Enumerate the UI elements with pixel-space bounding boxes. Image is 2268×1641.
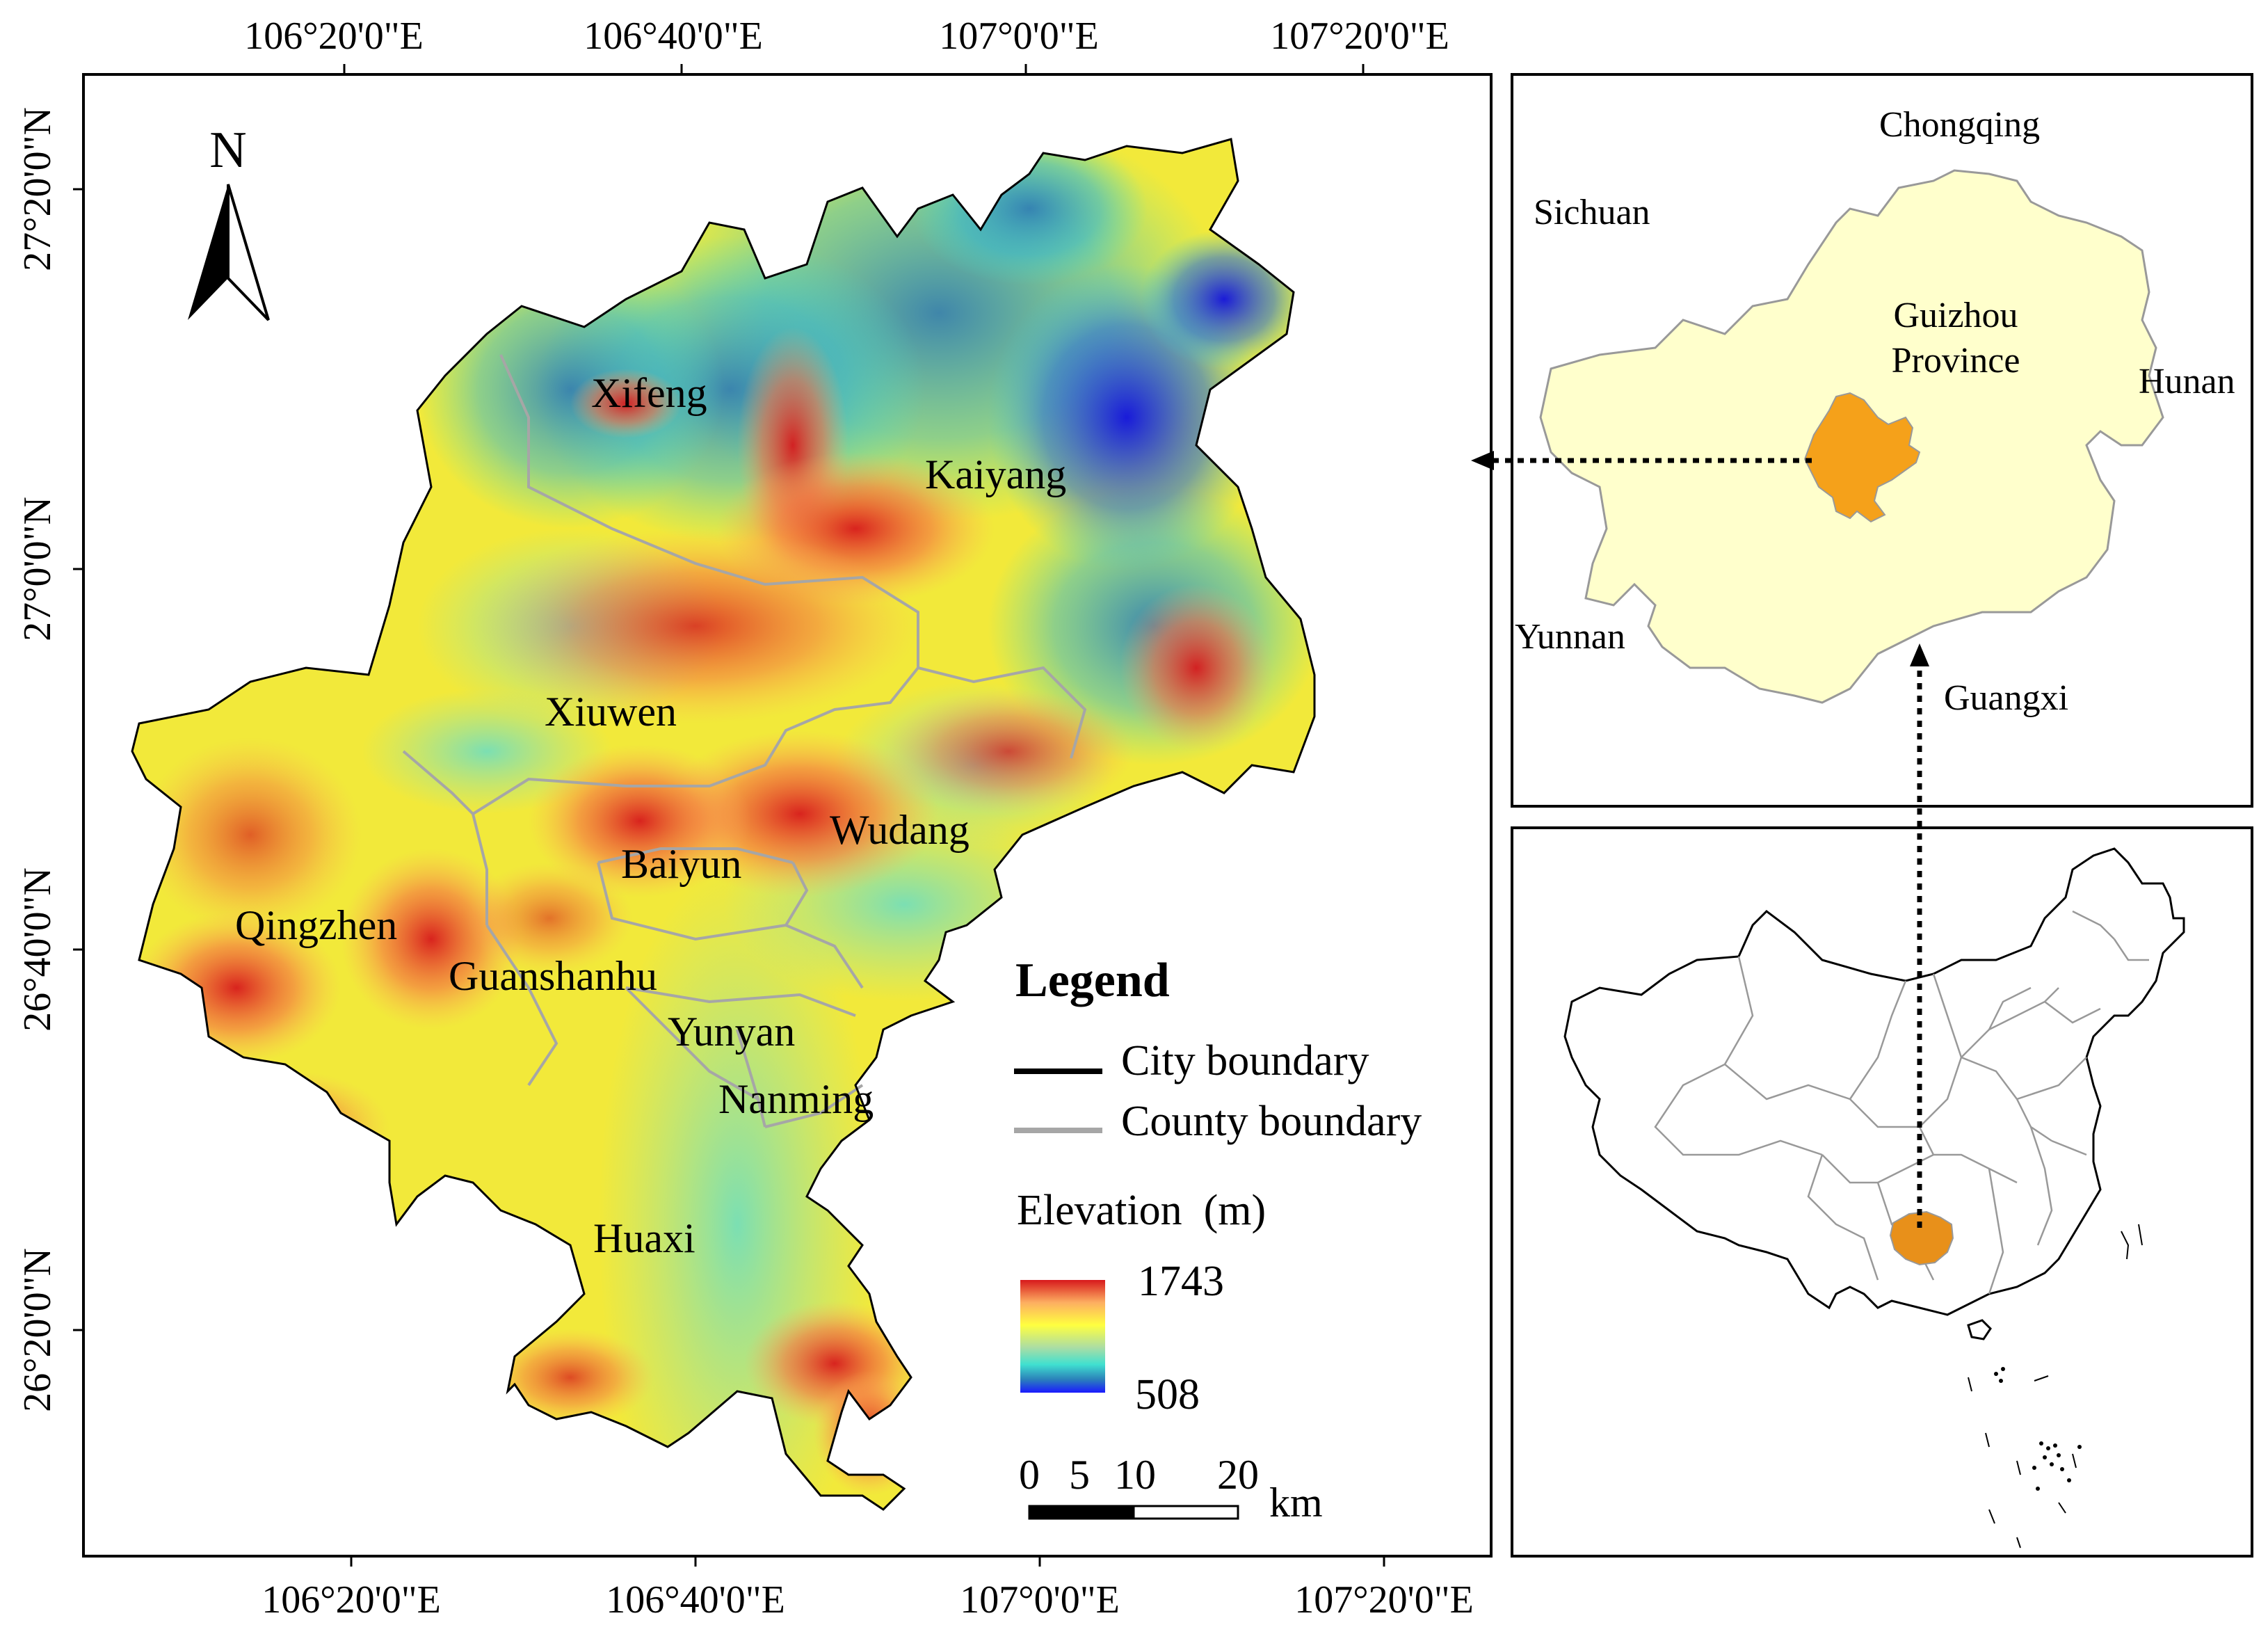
scale-label-20: 20 xyxy=(1217,1452,1259,1498)
county-boundaries xyxy=(402,354,1087,1128)
guizhou-highlight-china xyxy=(1889,1210,1954,1266)
label-yunnan: Yunnan xyxy=(1515,617,1625,657)
lat-label-2: 27°0'0"N xyxy=(16,497,59,641)
legend-elevation-max: 1743 xyxy=(1138,1258,1224,1305)
china-inset-frame xyxy=(1511,826,2253,1558)
label-baiyun: Baiyun xyxy=(621,841,741,887)
hainan-island xyxy=(1967,1319,1992,1340)
label-guizhou: Guizhou xyxy=(1893,296,2018,335)
province-inset-labels: Chongqing Sichuan Guizhou Province Hunan… xyxy=(1515,105,2235,718)
bottom-lon-label-2: 106°40'0"E xyxy=(606,1578,785,1622)
north-arrow-label: N xyxy=(209,122,246,179)
inset-connector-up xyxy=(1910,643,1929,1228)
top-lon-label-4: 107°20'0"E xyxy=(1270,15,1449,58)
arrow-left-icon xyxy=(1471,451,1494,470)
top-lon-label-2: 106°40'0"E xyxy=(584,15,763,58)
place-labels: Xifeng Kaiyang Xiuwen Wudang Baiyun Qing… xyxy=(235,370,1066,1261)
lat-label-1: 27°20'0"N xyxy=(16,107,59,271)
lat-label-4: 26°20'0"N xyxy=(16,1248,59,1412)
scale-label-10: 10 xyxy=(1114,1452,1156,1498)
guiyang-highlight-province xyxy=(1803,392,1921,523)
label-guangxi: Guangxi xyxy=(1944,678,2068,718)
label-guanshanhu: Guanshanhu xyxy=(449,953,657,999)
legend-elevation-title: Elevation (m) xyxy=(1017,1187,1266,1234)
top-lon-label-1: 106°20'0"E xyxy=(244,15,424,58)
city-outline xyxy=(131,138,1316,1511)
legend-title: Legend xyxy=(1015,954,1170,1007)
top-longitude-labels: 106°20'0"E 106°40'0"E 107°0'0"E 107°20'0… xyxy=(244,15,1449,58)
label-qingzhen: Qingzhen xyxy=(235,902,397,948)
label-nanming: Nanming xyxy=(718,1076,874,1122)
label-yunyan: Yunyan xyxy=(668,1009,795,1055)
lat-label-3: 26°40'0"N xyxy=(16,867,59,1032)
legend-elevation-ramp xyxy=(1020,1280,1105,1393)
label-province: Province xyxy=(1892,341,2020,381)
legend-county-label: County boundary xyxy=(1121,1098,1422,1145)
scale-bar: 0 5 10 20 km xyxy=(1019,1452,1323,1526)
bottom-longitude-labels: 106°20'0"E 106°40'0"E 107°0'0"E 107°20'0… xyxy=(262,1578,1474,1622)
scale-unit: km xyxy=(1269,1480,1323,1526)
north-arrow-icon xyxy=(188,184,228,320)
top-lon-label-3: 107°0'0"E xyxy=(939,15,1099,58)
legend-elevation-min: 508 xyxy=(1135,1371,1200,1418)
bottom-lon-label-3: 107°0'0"E xyxy=(960,1578,1120,1622)
label-huaxi: Huaxi xyxy=(593,1215,695,1261)
north-arrow: N xyxy=(188,122,270,321)
label-kaiyang: Kaiyang xyxy=(925,451,1066,497)
south-china-sea-islands xyxy=(1968,1224,2143,1548)
label-wudang: Wudang xyxy=(830,807,970,853)
inset-connector-left xyxy=(1471,451,1812,470)
label-sichuan: Sichuan xyxy=(1534,193,1650,232)
label-hunan: Hunan xyxy=(2139,362,2235,401)
bottom-lon-label-1: 106°20'0"E xyxy=(262,1578,441,1622)
label-xifeng: Xifeng xyxy=(591,370,707,416)
legend: Legend City boundary County boundary Ele… xyxy=(1014,954,1422,1418)
bottom-lon-label-4: 107°20'0"E xyxy=(1294,1578,1474,1622)
scale-label-0: 0 xyxy=(1019,1452,1040,1498)
latitude-labels: 27°20'0"N 27°0'0"N 26°40'0"N 26°20'0"N xyxy=(16,107,59,1412)
arrow-up-icon xyxy=(1910,643,1929,666)
scale-label-5: 5 xyxy=(1069,1452,1090,1498)
legend-city-label: City boundary xyxy=(1121,1037,1369,1084)
main-map-ticks xyxy=(73,64,1385,1567)
label-chongqing: Chongqing xyxy=(1879,105,2040,145)
label-xiuwen: Xiuwen xyxy=(545,689,677,735)
